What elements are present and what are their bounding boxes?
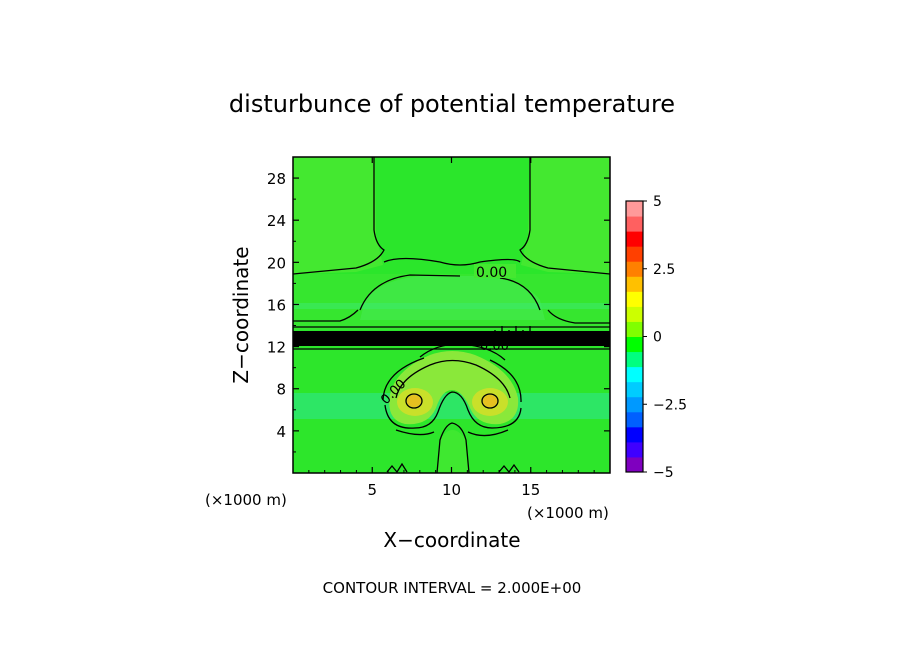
chart-title: disturbunce of potential temperature: [229, 90, 675, 118]
colorbar-swatch: [626, 336, 643, 353]
colorbar-swatch: [626, 291, 643, 307]
x-tick-label: 15: [521, 481, 540, 499]
x-tick-label: 5: [367, 481, 377, 499]
colorbar-swatch: [626, 396, 643, 413]
colorbar-swatch: [626, 231, 643, 247]
contour-label-middle: 0.00: [480, 339, 509, 354]
heatmap-field: [293, 157, 610, 473]
contour-labels: 0.00 0.00 0.00: [378, 264, 516, 408]
colorbar-swatch: [626, 441, 643, 458]
colorbar-swatch: [626, 411, 643, 428]
contour-interval-text: CONTOUR INTERVAL = 2.000E+00: [323, 579, 582, 597]
colorbar-swatch: [626, 366, 643, 383]
colorbar-swatch: [626, 426, 643, 443]
colorbar-swatch: [626, 381, 643, 398]
colorbar-tick-label: −2.5: [653, 397, 687, 413]
colorbar-tick-label: −5: [653, 465, 674, 481]
y-tick-label: 4: [276, 423, 286, 441]
colorbar-tick-label: 2.5: [653, 262, 675, 278]
y-tick-label: 24: [267, 212, 286, 230]
x-unit-left: (×1000 m): [205, 491, 287, 509]
contour-lines: [293, 157, 610, 473]
colorbar-swatch: [626, 306, 643, 322]
colorbar: 5 2.5 0 −2.5 −5: [625, 194, 687, 481]
colorbar-swatch: [626, 261, 643, 277]
colorbar-tick-label: 5: [653, 194, 662, 210]
x-axis-label: X−coordinate: [383, 528, 520, 552]
colorbar-swatch: [626, 351, 643, 368]
colorbar-swatch: [626, 216, 643, 232]
colorbar-swatch: [626, 321, 643, 337]
x-unit-right: (×1000 m): [527, 504, 609, 522]
colorbar-swatch: [626, 456, 643, 473]
y-tick-label: 20: [267, 254, 286, 272]
colorbar-swatch: [626, 276, 643, 292]
y-tick-label: 28: [267, 170, 286, 188]
y-tick-label: 8: [276, 381, 286, 399]
colorbar-swatch: [626, 201, 643, 217]
y-axis: 4 8 12 16 20 24 28: [267, 170, 610, 453]
colorbar-swatch: [626, 246, 643, 262]
x-axis: 5 10 15: [308, 157, 595, 499]
y-axis-label: Z−coordinate: [229, 246, 253, 383]
x-tick-label: 10: [442, 481, 461, 499]
y-tick-label: 16: [267, 296, 286, 314]
y-tick-label: 12: [267, 339, 286, 357]
contour-label-upper: 0.00: [476, 265, 507, 281]
colorbar-tick-label: 0: [653, 330, 662, 346]
